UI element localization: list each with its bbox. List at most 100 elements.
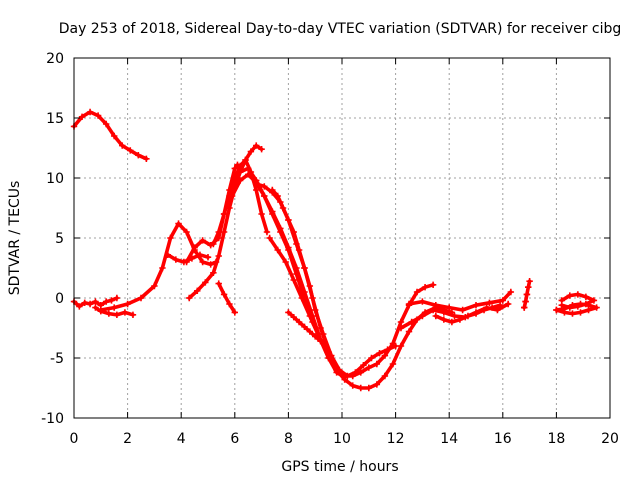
data-point bbox=[113, 311, 121, 318]
y-tick-labels: -10 -5 0 5 10 15 20 bbox=[41, 51, 64, 427]
data-point bbox=[266, 234, 273, 242]
data-point bbox=[226, 300, 233, 308]
data-point bbox=[290, 314, 297, 321]
data-point bbox=[357, 369, 364, 376]
data-point bbox=[242, 156, 249, 164]
data-point bbox=[261, 192, 268, 200]
data-point bbox=[247, 148, 255, 155]
data-point bbox=[295, 246, 303, 254]
data-point bbox=[111, 132, 118, 140]
data-point bbox=[590, 297, 598, 304]
x-tick-label: 10 bbox=[333, 431, 351, 447]
data-point bbox=[507, 288, 515, 296]
data-point bbox=[499, 297, 506, 304]
data-point bbox=[352, 369, 359, 376]
data-point bbox=[464, 312, 472, 320]
data-series bbox=[70, 108, 600, 392]
data-point bbox=[357, 384, 364, 392]
data-point bbox=[94, 112, 102, 119]
data-point bbox=[76, 303, 83, 310]
data-point bbox=[137, 294, 145, 302]
data-point bbox=[215, 228, 222, 236]
series-line bbox=[270, 188, 398, 378]
data-point bbox=[81, 299, 88, 306]
x-tick-label: 16 bbox=[494, 431, 512, 447]
series-arc-n bbox=[266, 234, 322, 338]
data-point bbox=[365, 384, 372, 392]
data-point bbox=[312, 333, 319, 340]
data-point bbox=[419, 312, 426, 320]
data-point bbox=[381, 372, 389, 380]
x-tick-label: 20 bbox=[601, 431, 619, 447]
data-point bbox=[301, 264, 308, 272]
data-point bbox=[159, 264, 166, 272]
series-arc-h bbox=[210, 156, 271, 248]
series-arc-r bbox=[432, 302, 504, 326]
data-point bbox=[429, 281, 437, 288]
data-point bbox=[167, 234, 174, 242]
x-tick-label: 12 bbox=[387, 431, 405, 447]
data-point bbox=[523, 291, 531, 298]
series-arc-q bbox=[405, 288, 515, 314]
data-point bbox=[129, 311, 137, 318]
data-point bbox=[258, 146, 265, 153]
data-point bbox=[282, 258, 289, 266]
data-point bbox=[102, 120, 110, 128]
data-point bbox=[269, 186, 276, 194]
data-point bbox=[111, 304, 118, 311]
data-point bbox=[215, 280, 222, 287]
data-point bbox=[175, 220, 182, 227]
data-point bbox=[397, 342, 405, 350]
data-point bbox=[360, 362, 367, 369]
data-point bbox=[199, 237, 206, 244]
data-point bbox=[86, 300, 94, 308]
data-point bbox=[277, 228, 284, 236]
data-point bbox=[429, 306, 437, 314]
grid bbox=[74, 58, 610, 418]
data-point bbox=[405, 328, 413, 335]
data-point bbox=[108, 297, 115, 304]
y-tick-label: 20 bbox=[46, 51, 64, 67]
data-point bbox=[301, 323, 308, 330]
data-point bbox=[526, 278, 533, 285]
x-tick-label: 4 bbox=[177, 431, 186, 447]
data-point bbox=[585, 302, 592, 309]
data-point bbox=[285, 246, 292, 254]
series-arc-s bbox=[521, 278, 533, 311]
data-point bbox=[341, 376, 348, 383]
series-line bbox=[216, 281, 237, 315]
data-point bbox=[397, 318, 405, 326]
data-point bbox=[210, 240, 217, 248]
data-point bbox=[236, 177, 244, 184]
data-point bbox=[373, 381, 381, 388]
data-point bbox=[113, 294, 121, 302]
data-point bbox=[164, 251, 171, 258]
data-point bbox=[183, 258, 190, 266]
data-point bbox=[306, 312, 314, 320]
data-point bbox=[105, 310, 113, 317]
data-point bbox=[488, 304, 496, 311]
data-point bbox=[121, 309, 129, 316]
data-point bbox=[151, 282, 158, 290]
data-point bbox=[285, 216, 292, 224]
series-arc-f bbox=[183, 161, 241, 266]
data-point bbox=[577, 309, 584, 316]
data-point bbox=[258, 210, 265, 218]
data-point bbox=[432, 302, 439, 309]
data-point bbox=[522, 298, 529, 305]
series-arc-d bbox=[97, 220, 220, 314]
data-point bbox=[143, 155, 150, 162]
data-point bbox=[397, 324, 405, 332]
data-point bbox=[413, 288, 421, 296]
data-point bbox=[78, 113, 86, 120]
series-arc-i bbox=[215, 280, 238, 316]
data-point bbox=[97, 306, 104, 314]
data-point bbox=[172, 256, 180, 263]
data-point bbox=[421, 284, 429, 291]
data-point bbox=[279, 204, 287, 212]
data-point bbox=[210, 269, 217, 276]
x-tick-label: 18 bbox=[547, 431, 565, 447]
series-arc-u bbox=[553, 300, 600, 317]
data-point bbox=[290, 228, 297, 236]
data-point bbox=[295, 318, 303, 326]
